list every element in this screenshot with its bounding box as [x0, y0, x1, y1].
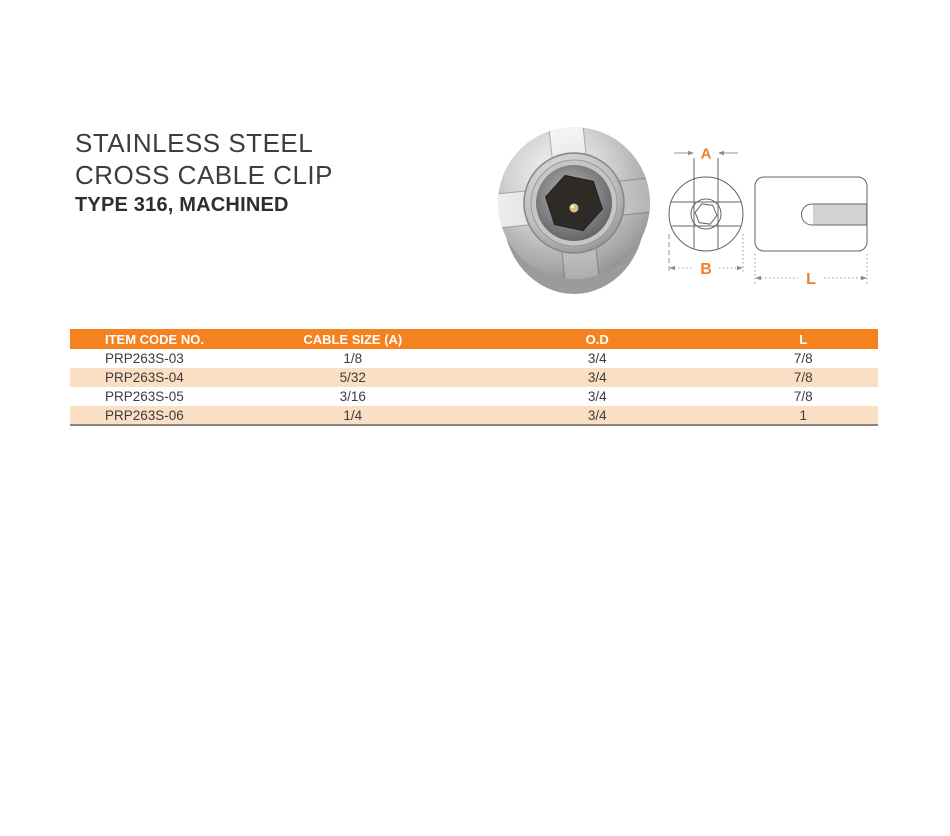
col-header-cable-size: CABLE SIZE (A) — [239, 329, 466, 349]
side-view-drawing: L — [754, 176, 868, 288]
cell-l: 1 — [728, 406, 878, 425]
table-row: PRP263S-05 3/16 3/4 7/8 — [70, 387, 878, 406]
cell-cable-size: 3/16 — [339, 389, 366, 404]
cell-cable-size: 1/8 — [343, 351, 363, 366]
thread-bore-outline — [801, 203, 867, 226]
cell-od: 3/4 — [465, 368, 729, 387]
dim-a-arrow-right — [718, 150, 724, 156]
product-subtitle: TYPE 316, MACHINED — [75, 194, 289, 216]
thread-hatching — [813, 204, 867, 225]
dim-label-l: L — [806, 271, 816, 288]
dim-b-arrow-right — [737, 265, 743, 271]
front-view-body-circle — [668, 176, 744, 252]
front-view-drawing: A B — [668, 146, 744, 278]
hex-socket — [545, 174, 603, 232]
side-view-body — [754, 176, 868, 252]
product-title-line2: CROSS CABLE CLIP — [75, 160, 333, 190]
col-header-l: L — [728, 329, 878, 349]
dim-label-b: B — [700, 261, 712, 278]
dim-l-arrow-left — [755, 275, 761, 281]
cell-od: 3/4 — [465, 406, 729, 425]
product-photo — [490, 119, 658, 294]
front-view-hex — [694, 203, 718, 225]
front-view-boss-circle — [690, 198, 722, 230]
table-row: PRP263S-06 1/4 3/4 1 — [70, 406, 878, 425]
col-header-item-code: ITEM CODE NO. — [70, 329, 240, 349]
dim-label-a: A — [701, 146, 712, 163]
dim-a-arrow-left — [688, 150, 694, 156]
cell-cable-size: 5/32 — [239, 368, 466, 387]
socket-glint — [569, 203, 579, 213]
socket-glint-highlight — [570, 204, 575, 209]
cell-item-code: PRP263S-05 — [105, 389, 184, 404]
dim-b-arrow-left — [669, 265, 675, 271]
cell-l: 7/8 — [793, 389, 813, 404]
cell-od: 3/4 — [587, 351, 607, 366]
product-title-line1: STAINLESS STEEL — [75, 128, 314, 158]
cell-item-code: PRP263S-04 — [70, 368, 240, 387]
spec-table-header-row: ITEM CODE NO. CABLE SIZE (A) O.D L — [70, 329, 878, 349]
cell-l: 7/8 — [728, 368, 878, 387]
spec-table: ITEM CODE NO. CABLE SIZE (A) O.D L PRP26… — [70, 329, 878, 426]
table-row: PRP263S-04 5/32 3/4 7/8 — [70, 368, 878, 387]
cell-item-code: PRP263S-03 — [105, 351, 184, 366]
product-title-block: STAINLESS STEEL CROSS CABLE CLIP TYPE 31… — [75, 127, 333, 218]
cell-item-code: PRP263S-06 — [70, 406, 240, 425]
cell-l: 7/8 — [793, 351, 813, 366]
cell-cable-size: 1/4 — [239, 406, 466, 425]
col-header-od: O.D — [465, 329, 729, 349]
cell-od: 3/4 — [587, 389, 607, 404]
table-row: PRP263S-03 1/8 3/4 7/8 — [70, 349, 878, 368]
dim-l-arrow-right — [861, 275, 867, 281]
